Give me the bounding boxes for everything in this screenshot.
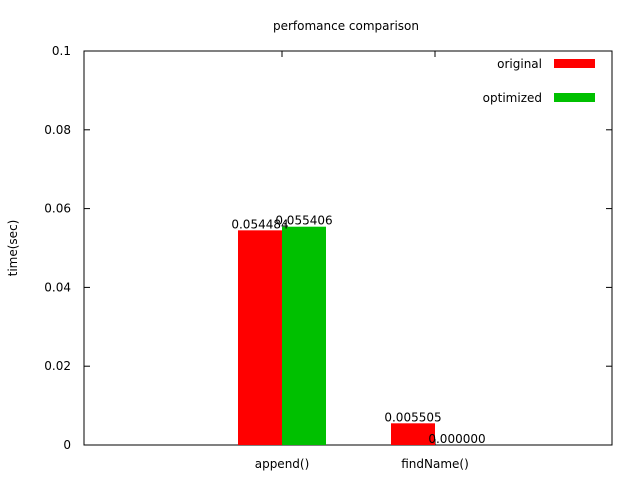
x-tick-label: append() [255, 457, 310, 471]
y-tick-label: 0.1 [52, 44, 71, 58]
bar-value-label: 0.005505 [384, 410, 441, 424]
x-tick-label: findName() [401, 457, 469, 471]
bar-original-0 [238, 230, 282, 445]
legend-swatch [554, 93, 595, 102]
y-tick-label: 0.06 [44, 202, 71, 216]
y-tick-label: 0.08 [44, 123, 71, 137]
y-tick-label: 0 [63, 438, 71, 452]
bar-value-label: 0.055406 [275, 214, 332, 228]
bar-value-label: 0.000000 [428, 432, 485, 446]
bar-original-1 [391, 423, 435, 445]
bar-optimized-0 [282, 226, 326, 445]
legend-label: original [497, 57, 542, 71]
y-tick-label: 0.02 [44, 359, 71, 373]
bar-value-label: 0.054484 [231, 217, 288, 231]
legend-swatch [554, 59, 595, 68]
bar-value-labels: 0.054484 0.005505 0.055406 0.000000 [231, 214, 485, 446]
legend-label: optimized [483, 91, 542, 105]
bars [238, 226, 435, 445]
legend: original optimized [483, 57, 595, 105]
chart-title: perfomance comparison [273, 19, 419, 33]
y-axis: 0 0.02 0.04 0.06 0.08 0.1 [44, 44, 612, 452]
y-axis-label: time(sec) [6, 220, 20, 277]
y-tick-label: 0.04 [44, 280, 71, 294]
plot-area [83, 50, 613, 446]
